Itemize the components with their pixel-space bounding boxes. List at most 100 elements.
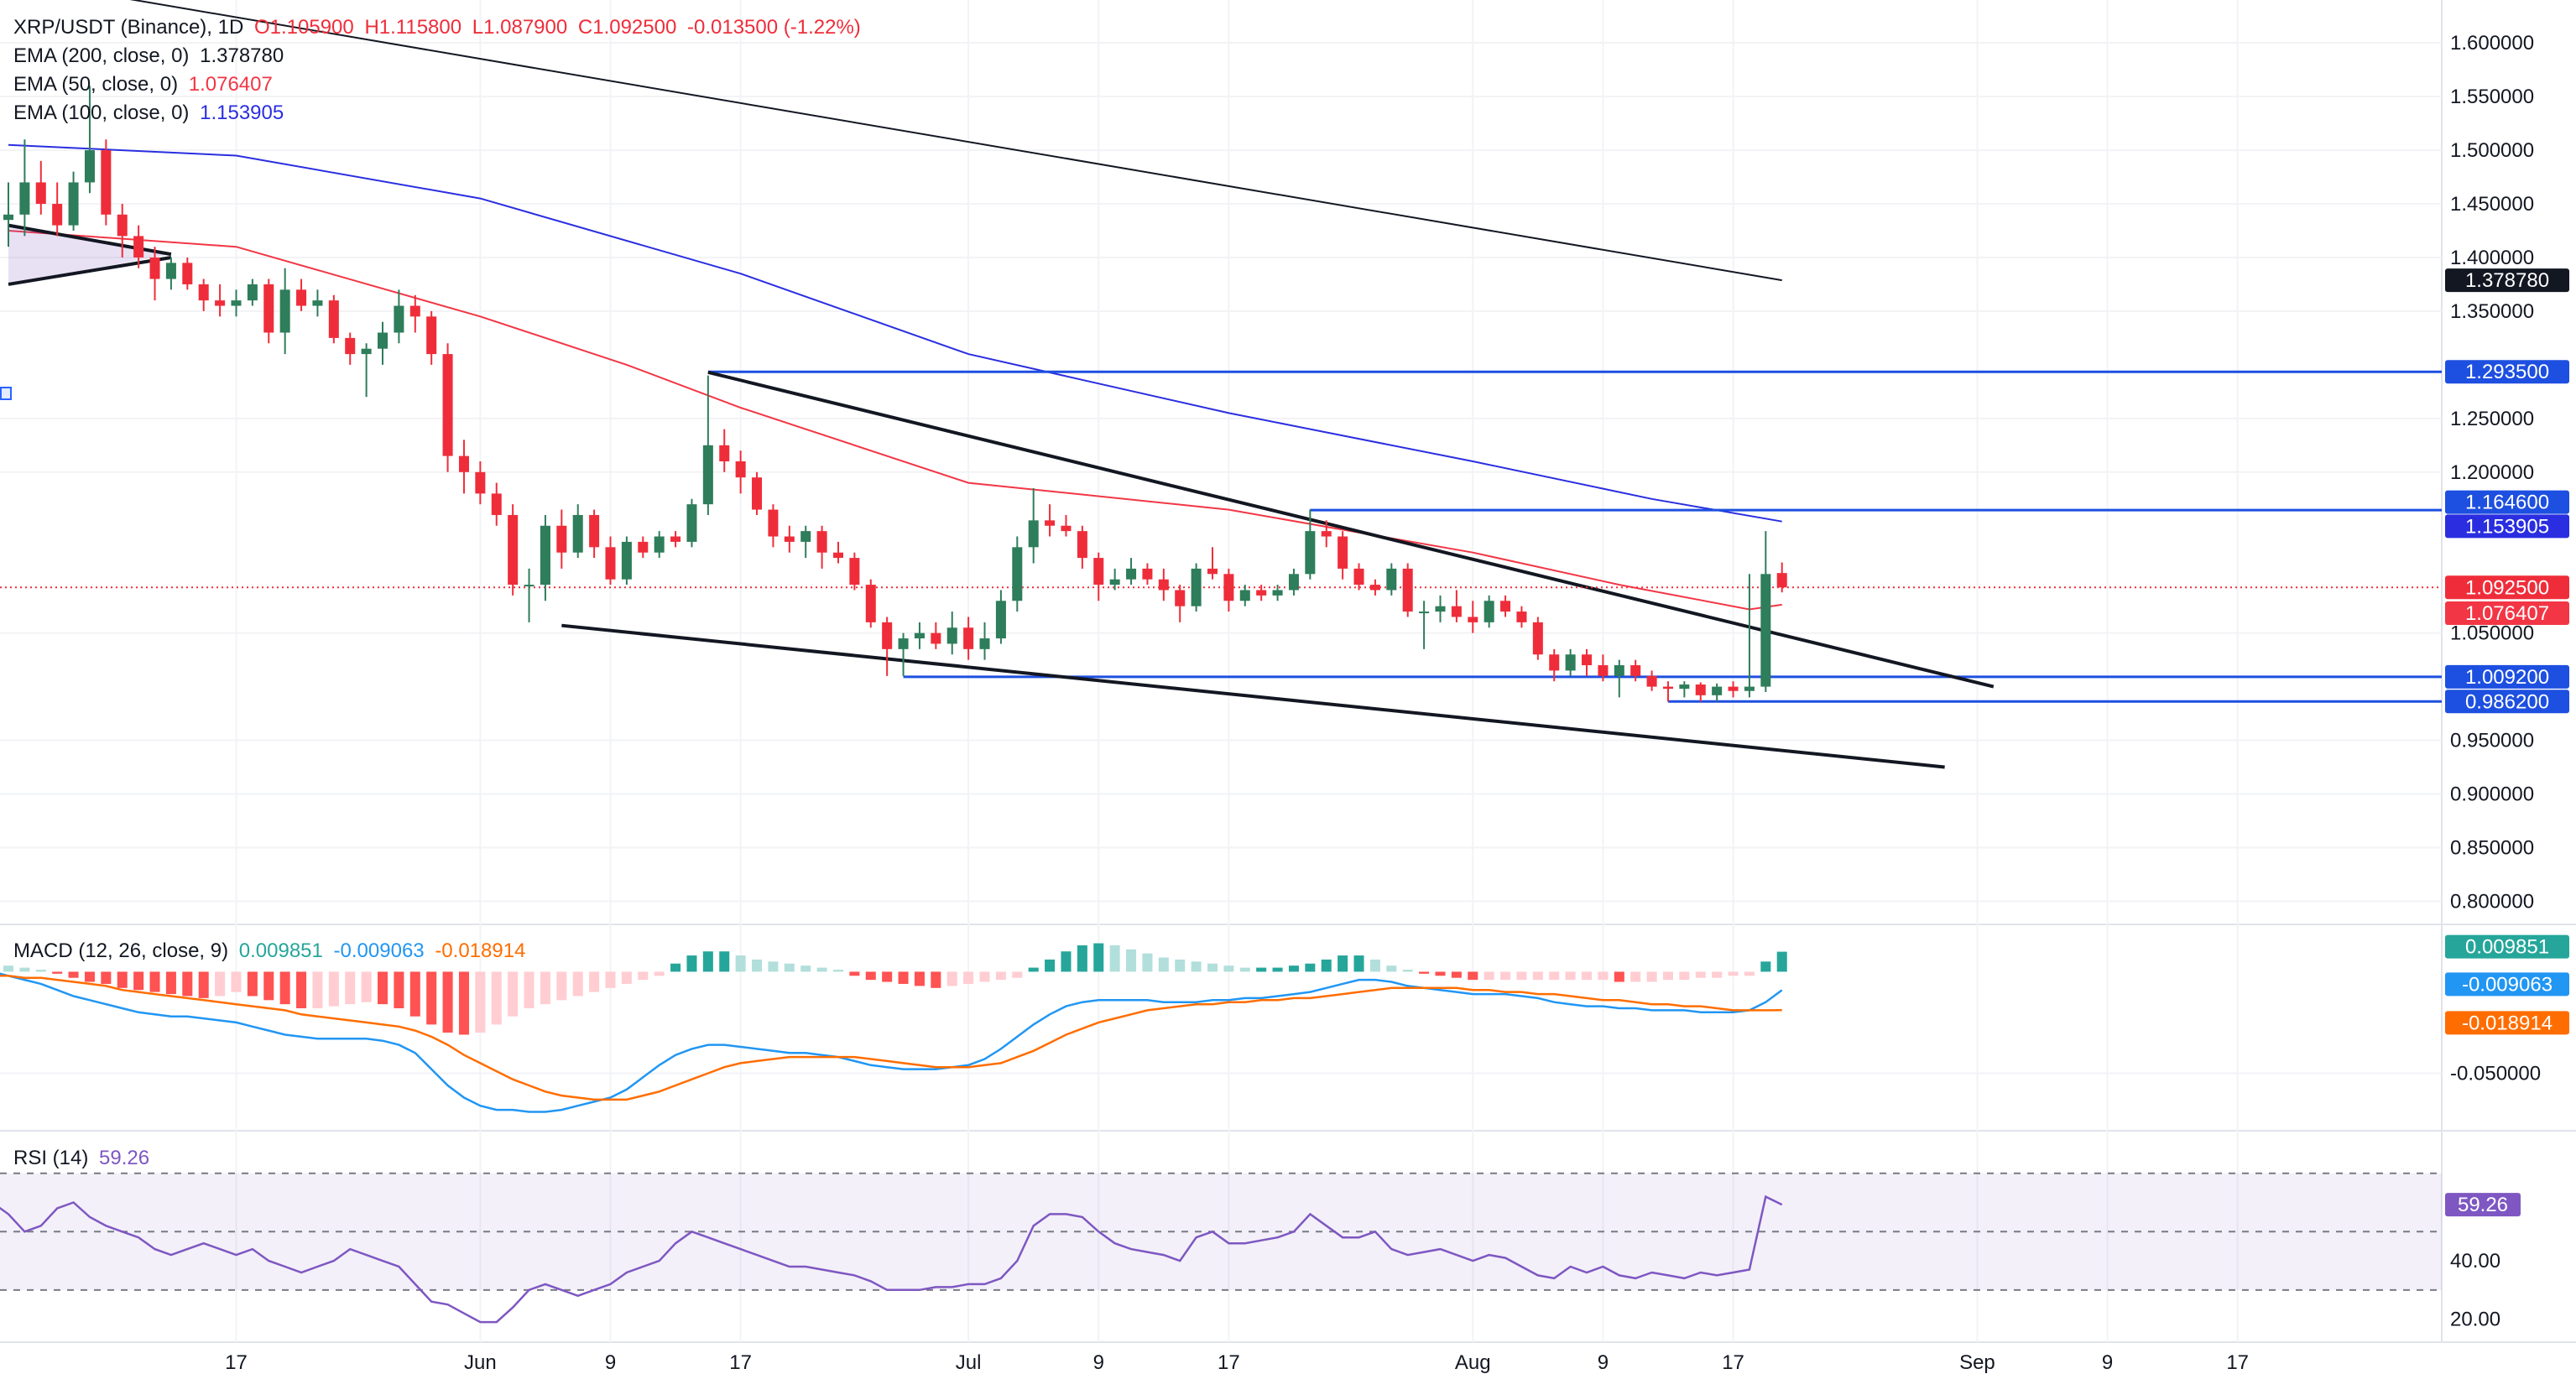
macd-histogram-bar bbox=[1500, 971, 1511, 981]
macd-histogram-bar bbox=[1077, 945, 1087, 972]
candle-down bbox=[1549, 654, 1560, 671]
macd-histogram-bar bbox=[263, 971, 274, 1001]
macd-histogram-bar bbox=[849, 971, 860, 976]
candle-up bbox=[312, 300, 323, 306]
macd-histogram-bar bbox=[589, 971, 600, 992]
price-axis-label-bg bbox=[2445, 268, 2569, 293]
candle-up bbox=[231, 300, 242, 306]
candle-down bbox=[1516, 612, 1527, 622]
price-axis-label-bg bbox=[2445, 514, 2569, 539]
candle-down bbox=[133, 236, 144, 258]
candle-down bbox=[768, 509, 779, 537]
macd-hist-value: 0.009851 bbox=[238, 939, 323, 962]
candle-down bbox=[458, 455, 469, 472]
macd-histogram-bar bbox=[149, 971, 160, 992]
macd-histogram-bar bbox=[768, 961, 779, 972]
candle-up bbox=[1679, 684, 1690, 690]
y-tick-label: 1.600000 bbox=[2450, 32, 2534, 55]
macd-histogram-bar bbox=[508, 971, 519, 1017]
ema50-label: EMA (50, close, 0) bbox=[13, 73, 179, 96]
macd-axis-label: -0.009063 bbox=[2462, 973, 2553, 996]
macd-axis-label: -0.018914 bbox=[2462, 1012, 2553, 1034]
axes: 17 Jun 9 17 Jul 9 17 Aug 9 17 Sep 9 17 1.600000 1.5500… bbox=[225, 32, 2569, 1374]
macd-histogram-bar bbox=[1109, 945, 1120, 972]
ema200-label: EMA (200, close, 0) bbox=[13, 44, 190, 67]
macd-histogram-bar bbox=[524, 971, 534, 1008]
macd-histogram-bar bbox=[832, 970, 843, 972]
candle-down bbox=[752, 477, 763, 510]
rsi-pane[interactable] bbox=[0, 1172, 2442, 1324]
macd-axis-label: 0.009851 bbox=[2465, 936, 2549, 959]
macd-histogram-bar bbox=[296, 971, 307, 1008]
macd-histogram-bar bbox=[1386, 965, 1397, 972]
y-tick-label: 1.250000 bbox=[2450, 408, 2534, 430]
x-tick-label: 17 bbox=[729, 1351, 752, 1374]
macd-histogram-bar bbox=[1402, 970, 1413, 972]
macd-signal-value: -0.018914 bbox=[435, 939, 526, 962]
price-axis-label-bg bbox=[2445, 690, 2569, 714]
y-tick-label: 1.350000 bbox=[2450, 300, 2534, 323]
macd-histogram-bar bbox=[1272, 967, 1283, 972]
macd-histogram-bar bbox=[1369, 959, 1380, 972]
candle-down bbox=[442, 354, 453, 456]
macd-histogram-bar bbox=[963, 971, 974, 984]
rsi-axis-label-bg bbox=[2445, 1193, 2521, 1217]
macd-histogram-bar bbox=[1565, 971, 1576, 981]
ema50-line bbox=[8, 230, 1782, 611]
macd-histogram-bar bbox=[1582, 971, 1593, 981]
macd-histogram-bar bbox=[784, 963, 795, 972]
macd-histogram-bar bbox=[475, 971, 486, 1033]
candle-down bbox=[117, 214, 128, 237]
y-tick-label: 1.050000 bbox=[2450, 622, 2534, 645]
price-axis-label-bg bbox=[2445, 664, 2569, 689]
candle-up bbox=[995, 601, 1006, 639]
macd-histogram-bar bbox=[735, 955, 746, 972]
candle-down bbox=[1532, 622, 1543, 655]
rsi-y-tick-label: 40.00 bbox=[2450, 1250, 2500, 1272]
rsi-line bbox=[0, 1194, 1783, 1324]
y-tick-label: 0.900000 bbox=[2450, 783, 2534, 806]
y-tick-label: 1.400000 bbox=[2450, 247, 2534, 269]
candle-down bbox=[182, 263, 193, 284]
candle-down bbox=[296, 289, 307, 306]
macd-histogram-bar bbox=[1712, 971, 1723, 978]
macd-histogram-bar bbox=[1549, 971, 1560, 981]
ema100-label: EMA (100, close, 0) bbox=[13, 101, 190, 124]
x-tick-label: 17 bbox=[1722, 1351, 1744, 1374]
candle-down bbox=[1158, 579, 1169, 591]
macd-histogram-bar bbox=[345, 971, 356, 1005]
price-axis-label: 1.378780 bbox=[2465, 269, 2549, 292]
macd-histogram-bar bbox=[279, 971, 290, 1005]
macd-histogram-bar bbox=[1012, 971, 1023, 978]
data-window-icon[interactable] bbox=[0, 387, 12, 400]
candle-down bbox=[849, 558, 860, 586]
candle-up bbox=[247, 284, 258, 301]
x-tick-label: 9 bbox=[1093, 1351, 1104, 1374]
macd-pane[interactable] bbox=[0, 943, 1787, 1113]
ema200-value: 1.378780 bbox=[200, 44, 284, 67]
candle-down bbox=[882, 622, 893, 649]
candle-up bbox=[800, 531, 811, 542]
macd-histogram-bar bbox=[182, 971, 193, 997]
candle-down bbox=[1728, 686, 1739, 691]
macd-histogram-bar bbox=[865, 971, 876, 981]
symbol-label: XRP/USDT (Binance), 1D bbox=[13, 16, 244, 39]
candle-down bbox=[1662, 686, 1673, 690]
candle-down bbox=[1338, 536, 1348, 569]
macd-histogram-bar bbox=[52, 971, 63, 974]
signal-line bbox=[0, 975, 1782, 1101]
rsi-legend: RSI (14) 59.26 bbox=[13, 1144, 154, 1173]
macd-histogram-bar bbox=[1321, 959, 1332, 972]
price-axis-label: 1.293500 bbox=[2465, 361, 2549, 383]
candle-up bbox=[1484, 601, 1494, 622]
candle-up bbox=[68, 182, 79, 226]
ema100-line bbox=[8, 143, 1782, 523]
candle-down bbox=[1223, 574, 1234, 601]
price-legend: XRP/USDT (Binance), 1D O1.105900 H1.1158… bbox=[13, 13, 866, 128]
y-tick-label: 0.950000 bbox=[2450, 730, 2534, 752]
price-pane[interactable] bbox=[0, 0, 2442, 769]
candle-down bbox=[735, 461, 746, 478]
price-axis-label: 1.009200 bbox=[2465, 666, 2549, 689]
macd-histogram-bar bbox=[133, 971, 144, 991]
